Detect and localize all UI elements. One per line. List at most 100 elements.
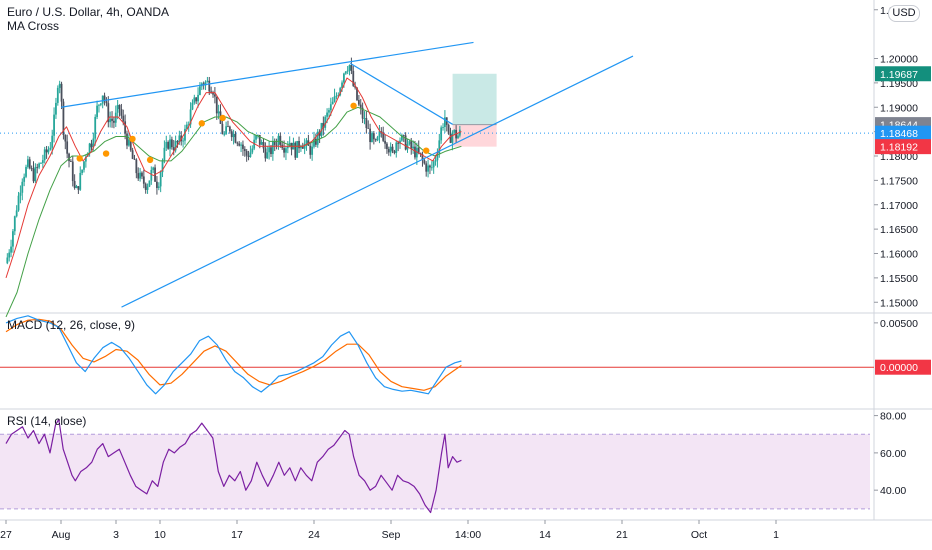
candle-body xyxy=(264,148,267,159)
price-tag[interactable] xyxy=(875,66,931,82)
price-tag[interactable] xyxy=(875,139,931,155)
candle-body xyxy=(15,210,18,217)
candle-body xyxy=(361,107,364,119)
candle-body xyxy=(412,146,415,149)
ma-cross-marker[interactable] xyxy=(219,114,226,122)
candle-body xyxy=(174,141,177,151)
candle-body xyxy=(169,139,171,149)
candle-body xyxy=(400,135,403,141)
candle-body xyxy=(387,149,390,153)
candle-body xyxy=(217,111,220,114)
ma-cross-marker[interactable] xyxy=(423,147,430,154)
candle-body xyxy=(313,138,315,147)
candle-body xyxy=(283,148,285,153)
candle-body xyxy=(133,158,136,160)
candle-body xyxy=(273,141,276,145)
rsi-axis-tick-label: 40.00 xyxy=(880,485,906,497)
candle-body xyxy=(255,135,257,140)
ma-cross-marker[interactable] xyxy=(350,102,357,109)
candle-body xyxy=(397,142,400,144)
macd-axis-tick-label: 0.00500 xyxy=(880,318,918,330)
candle-body xyxy=(451,132,454,143)
price-axis-tick-label: 1.15000 xyxy=(880,297,918,309)
candle-body xyxy=(346,70,349,72)
candle-body xyxy=(193,97,196,103)
candle-body xyxy=(335,95,338,97)
candle-body xyxy=(84,156,87,162)
candle-body xyxy=(58,83,61,88)
candle-body xyxy=(331,101,334,105)
candle-body xyxy=(279,135,282,145)
candle-body xyxy=(354,85,357,88)
macd-zero-tag-label: 0.00000 xyxy=(880,362,918,374)
candle-body xyxy=(430,167,433,169)
time-axis-tick-label: 14 xyxy=(539,529,551,541)
candle-body xyxy=(314,138,317,145)
candle-body xyxy=(208,80,211,92)
candle-body xyxy=(204,81,207,86)
time-axis-tick-label: 14:00 xyxy=(455,529,481,541)
macd-zero-tag xyxy=(875,359,931,375)
candle-body xyxy=(191,102,194,110)
indicator-ma-cross-label[interactable]: MA Cross xyxy=(7,19,60,33)
candle-body xyxy=(126,133,128,146)
candle-body xyxy=(402,135,405,136)
trendline[interactable] xyxy=(121,55,634,308)
candle-body xyxy=(429,165,431,168)
candle-body xyxy=(372,133,375,140)
time-axis-tick-label: Aug xyxy=(52,529,71,541)
candle-body xyxy=(41,160,44,163)
candle-body xyxy=(77,186,80,190)
position-stop-zone[interactable] xyxy=(452,124,497,147)
candle-body xyxy=(352,70,355,86)
ma-cross-marker[interactable] xyxy=(129,135,136,143)
candle-body xyxy=(25,166,27,177)
candle-body xyxy=(262,142,265,149)
candle-body xyxy=(40,162,42,164)
candle-body xyxy=(135,159,138,174)
candle-body xyxy=(417,147,420,153)
macd-title[interactable]: MACD (12, 26, close, 9) xyxy=(7,318,136,332)
ma-cross-marker[interactable] xyxy=(198,120,205,127)
candle-body xyxy=(142,176,145,184)
candle-body xyxy=(423,159,426,164)
price-axis-tick-label: 1.16500 xyxy=(880,224,918,236)
candle-body xyxy=(227,126,229,128)
candle-body xyxy=(21,181,24,193)
rsi-title[interactable]: RSI (14, close) xyxy=(7,414,87,428)
candle-body xyxy=(176,141,179,143)
candle-body xyxy=(305,140,308,144)
candle-body xyxy=(92,138,95,148)
candle-body xyxy=(266,152,269,159)
candle-body xyxy=(111,118,113,121)
candle-body xyxy=(442,126,444,128)
trendline[interactable] xyxy=(349,62,453,125)
currency-button[interactable]: USD xyxy=(888,5,920,22)
position-target-zone[interactable] xyxy=(452,73,497,125)
candle-body xyxy=(182,140,184,142)
candle-body xyxy=(421,154,424,160)
candle-body xyxy=(251,148,254,153)
candle-body xyxy=(90,143,93,148)
price-axis-tick-label: 1.19000 xyxy=(880,102,918,114)
candle-body xyxy=(344,71,347,74)
ma-cross-marker[interactable] xyxy=(146,156,154,164)
ma-cross-marker[interactable] xyxy=(102,150,110,157)
candle-body xyxy=(268,147,271,153)
candle-body xyxy=(55,102,57,115)
candle-body xyxy=(357,100,360,105)
time-axis-tick-label: Oct xyxy=(691,529,707,541)
rsi-band xyxy=(0,434,870,509)
candle-body xyxy=(367,127,370,129)
ma-cross-marker[interactable] xyxy=(76,155,83,162)
trendline[interactable] xyxy=(60,41,474,108)
price-tag[interactable] xyxy=(875,125,931,141)
candle-body xyxy=(245,151,248,156)
candle-body xyxy=(47,149,50,153)
candle-body xyxy=(159,172,162,187)
candle-body xyxy=(221,123,224,135)
candle-body xyxy=(453,129,456,133)
candle-body xyxy=(83,161,85,170)
candle-body xyxy=(139,172,141,179)
